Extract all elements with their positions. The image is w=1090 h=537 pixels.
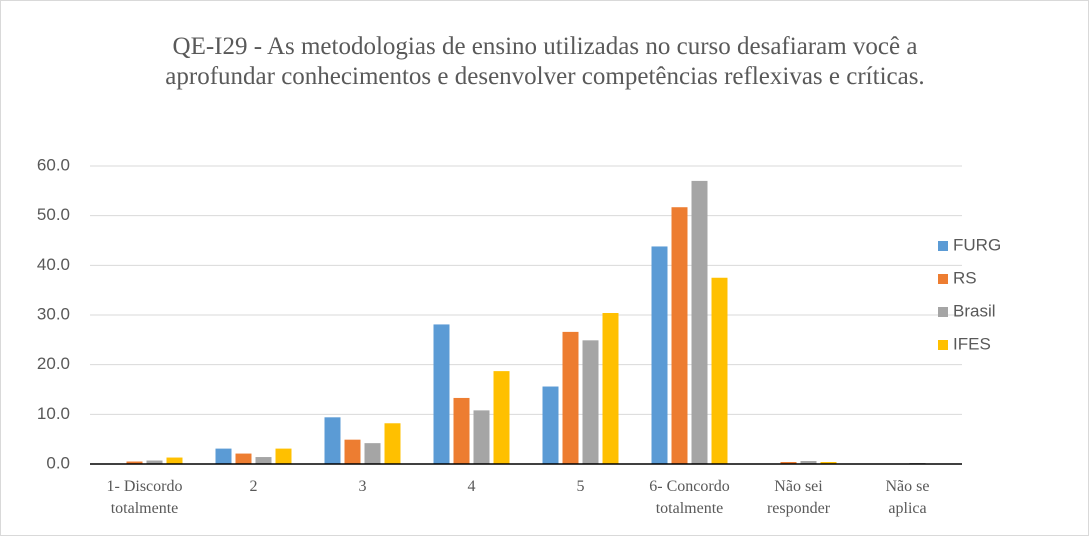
bar bbox=[453, 397, 470, 464]
bar bbox=[275, 448, 292, 464]
chart-title: QE-I29 - As metodologias de ensino utili… bbox=[165, 33, 925, 90]
bar bbox=[433, 324, 450, 464]
legend-swatch bbox=[938, 274, 948, 284]
bar bbox=[166, 457, 183, 464]
bar bbox=[146, 460, 163, 464]
bar bbox=[473, 410, 490, 464]
bar bbox=[820, 462, 837, 464]
bar bbox=[542, 386, 559, 464]
y-tick-label: 10.0 bbox=[37, 404, 70, 423]
bar bbox=[493, 371, 510, 464]
x-tick-label: 3 bbox=[359, 478, 367, 495]
legend-label: Brasil bbox=[953, 301, 996, 320]
x-tick-label: Não sei responder bbox=[767, 478, 831, 517]
bar bbox=[602, 313, 619, 464]
legend-swatch bbox=[938, 241, 948, 251]
bar bbox=[384, 423, 401, 464]
bar bbox=[711, 277, 728, 464]
legend-swatch bbox=[938, 340, 948, 350]
x-tick-label: 1- Discordo totalmente bbox=[107, 478, 183, 517]
y-tick-label: 0.0 bbox=[46, 453, 70, 472]
y-tick-label: 20.0 bbox=[37, 354, 70, 373]
bar bbox=[691, 180, 708, 464]
x-tick-label: Não se aplica bbox=[886, 478, 930, 517]
bar bbox=[651, 246, 668, 464]
bar bbox=[235, 453, 252, 464]
bar bbox=[255, 457, 272, 464]
legend-label: IFES bbox=[953, 334, 991, 353]
y-tick-label: 30.0 bbox=[37, 304, 70, 323]
y-tick-label: 50.0 bbox=[37, 205, 70, 224]
x-tick-label: 4 bbox=[468, 478, 476, 495]
bar bbox=[780, 462, 797, 464]
legend-swatch bbox=[938, 307, 948, 317]
legend-label: FURG bbox=[953, 235, 1001, 254]
bar bbox=[344, 439, 361, 464]
bar bbox=[126, 461, 143, 464]
legend-label: RS bbox=[953, 268, 977, 287]
bar bbox=[671, 207, 688, 464]
y-tick-label: 40.0 bbox=[37, 255, 70, 274]
bar bbox=[582, 340, 599, 464]
x-tick-label: 6- Concordo totalmente bbox=[649, 478, 729, 517]
bar bbox=[364, 443, 381, 464]
bar bbox=[215, 448, 232, 464]
bar bbox=[324, 417, 341, 464]
bar bbox=[800, 461, 817, 464]
x-tick-label: 2 bbox=[250, 478, 258, 495]
y-tick-label: 60.0 bbox=[37, 155, 70, 174]
x-tick-label: 5 bbox=[577, 478, 585, 495]
bar bbox=[562, 331, 579, 464]
